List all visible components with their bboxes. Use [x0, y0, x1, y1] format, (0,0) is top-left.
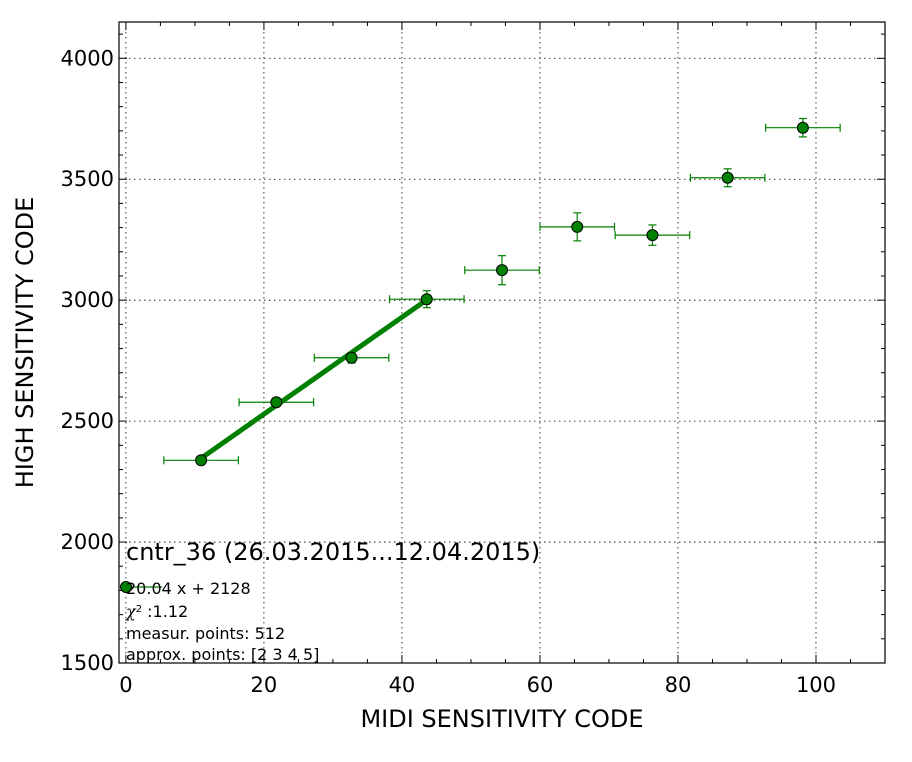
annotation-measur-points: measur. points: 512 [126, 624, 285, 643]
chi-value: :1.12 [142, 602, 188, 621]
tick-labels: 0 20 40 60 80 100 1500 2000 2500 3000 3500 4000 [61, 46, 836, 697]
x-tick-label: 60 [527, 673, 554, 697]
data-point [646, 229, 659, 242]
annotation-fit-equation: 20.04 x + 2128 [126, 579, 251, 598]
legend-point-marker [120, 581, 132, 593]
data-point [571, 220, 584, 233]
x-tick-label: 20 [251, 673, 278, 697]
y-tick-label: 4000 [61, 46, 114, 70]
y-tick-label: 1500 [61, 651, 114, 675]
y-tick-label: 3000 [61, 288, 114, 312]
x-tick-label: 40 [389, 673, 416, 697]
annotation-chi-square: χ2 :1.12 [125, 602, 188, 621]
y-tick-label: 2000 [61, 530, 114, 554]
chi-symbol: χ [125, 602, 137, 621]
data-point [345, 351, 358, 364]
tick-marks [119, 22, 886, 664]
data-point [270, 396, 283, 409]
data-points [195, 121, 809, 467]
data-point [496, 264, 508, 277]
annotation-approx-points: approx. points: [2 3 4 5] [126, 645, 319, 664]
plot-frame [118, 21, 886, 664]
x-tick-label: 100 [796, 673, 836, 697]
data-point [195, 454, 208, 467]
data-point [420, 293, 433, 306]
data-point [721, 171, 734, 184]
y-tick-label: 2500 [61, 409, 114, 433]
x-axis-label: MIDI SENSITIVITY CODE [360, 705, 643, 733]
data-point [796, 121, 809, 134]
chi-superscript: 2 [136, 604, 142, 615]
grid-lines [119, 22, 885, 664]
x-tick-label: 0 [119, 673, 132, 697]
y-tick-label: 3500 [61, 167, 114, 191]
fit-line-layer [199, 297, 429, 461]
annotation-title: cntr_36 (26.03.2015...12.04.2015) [126, 538, 540, 566]
annotation-block: cntr_36 (26.03.2015...12.04.2015) 20.04 … [120, 538, 540, 664]
fit-line [199, 297, 429, 461]
y-axis-label: HIGH SENSITIVITY CODE [11, 197, 39, 489]
x-tick-label: 80 [665, 673, 692, 697]
